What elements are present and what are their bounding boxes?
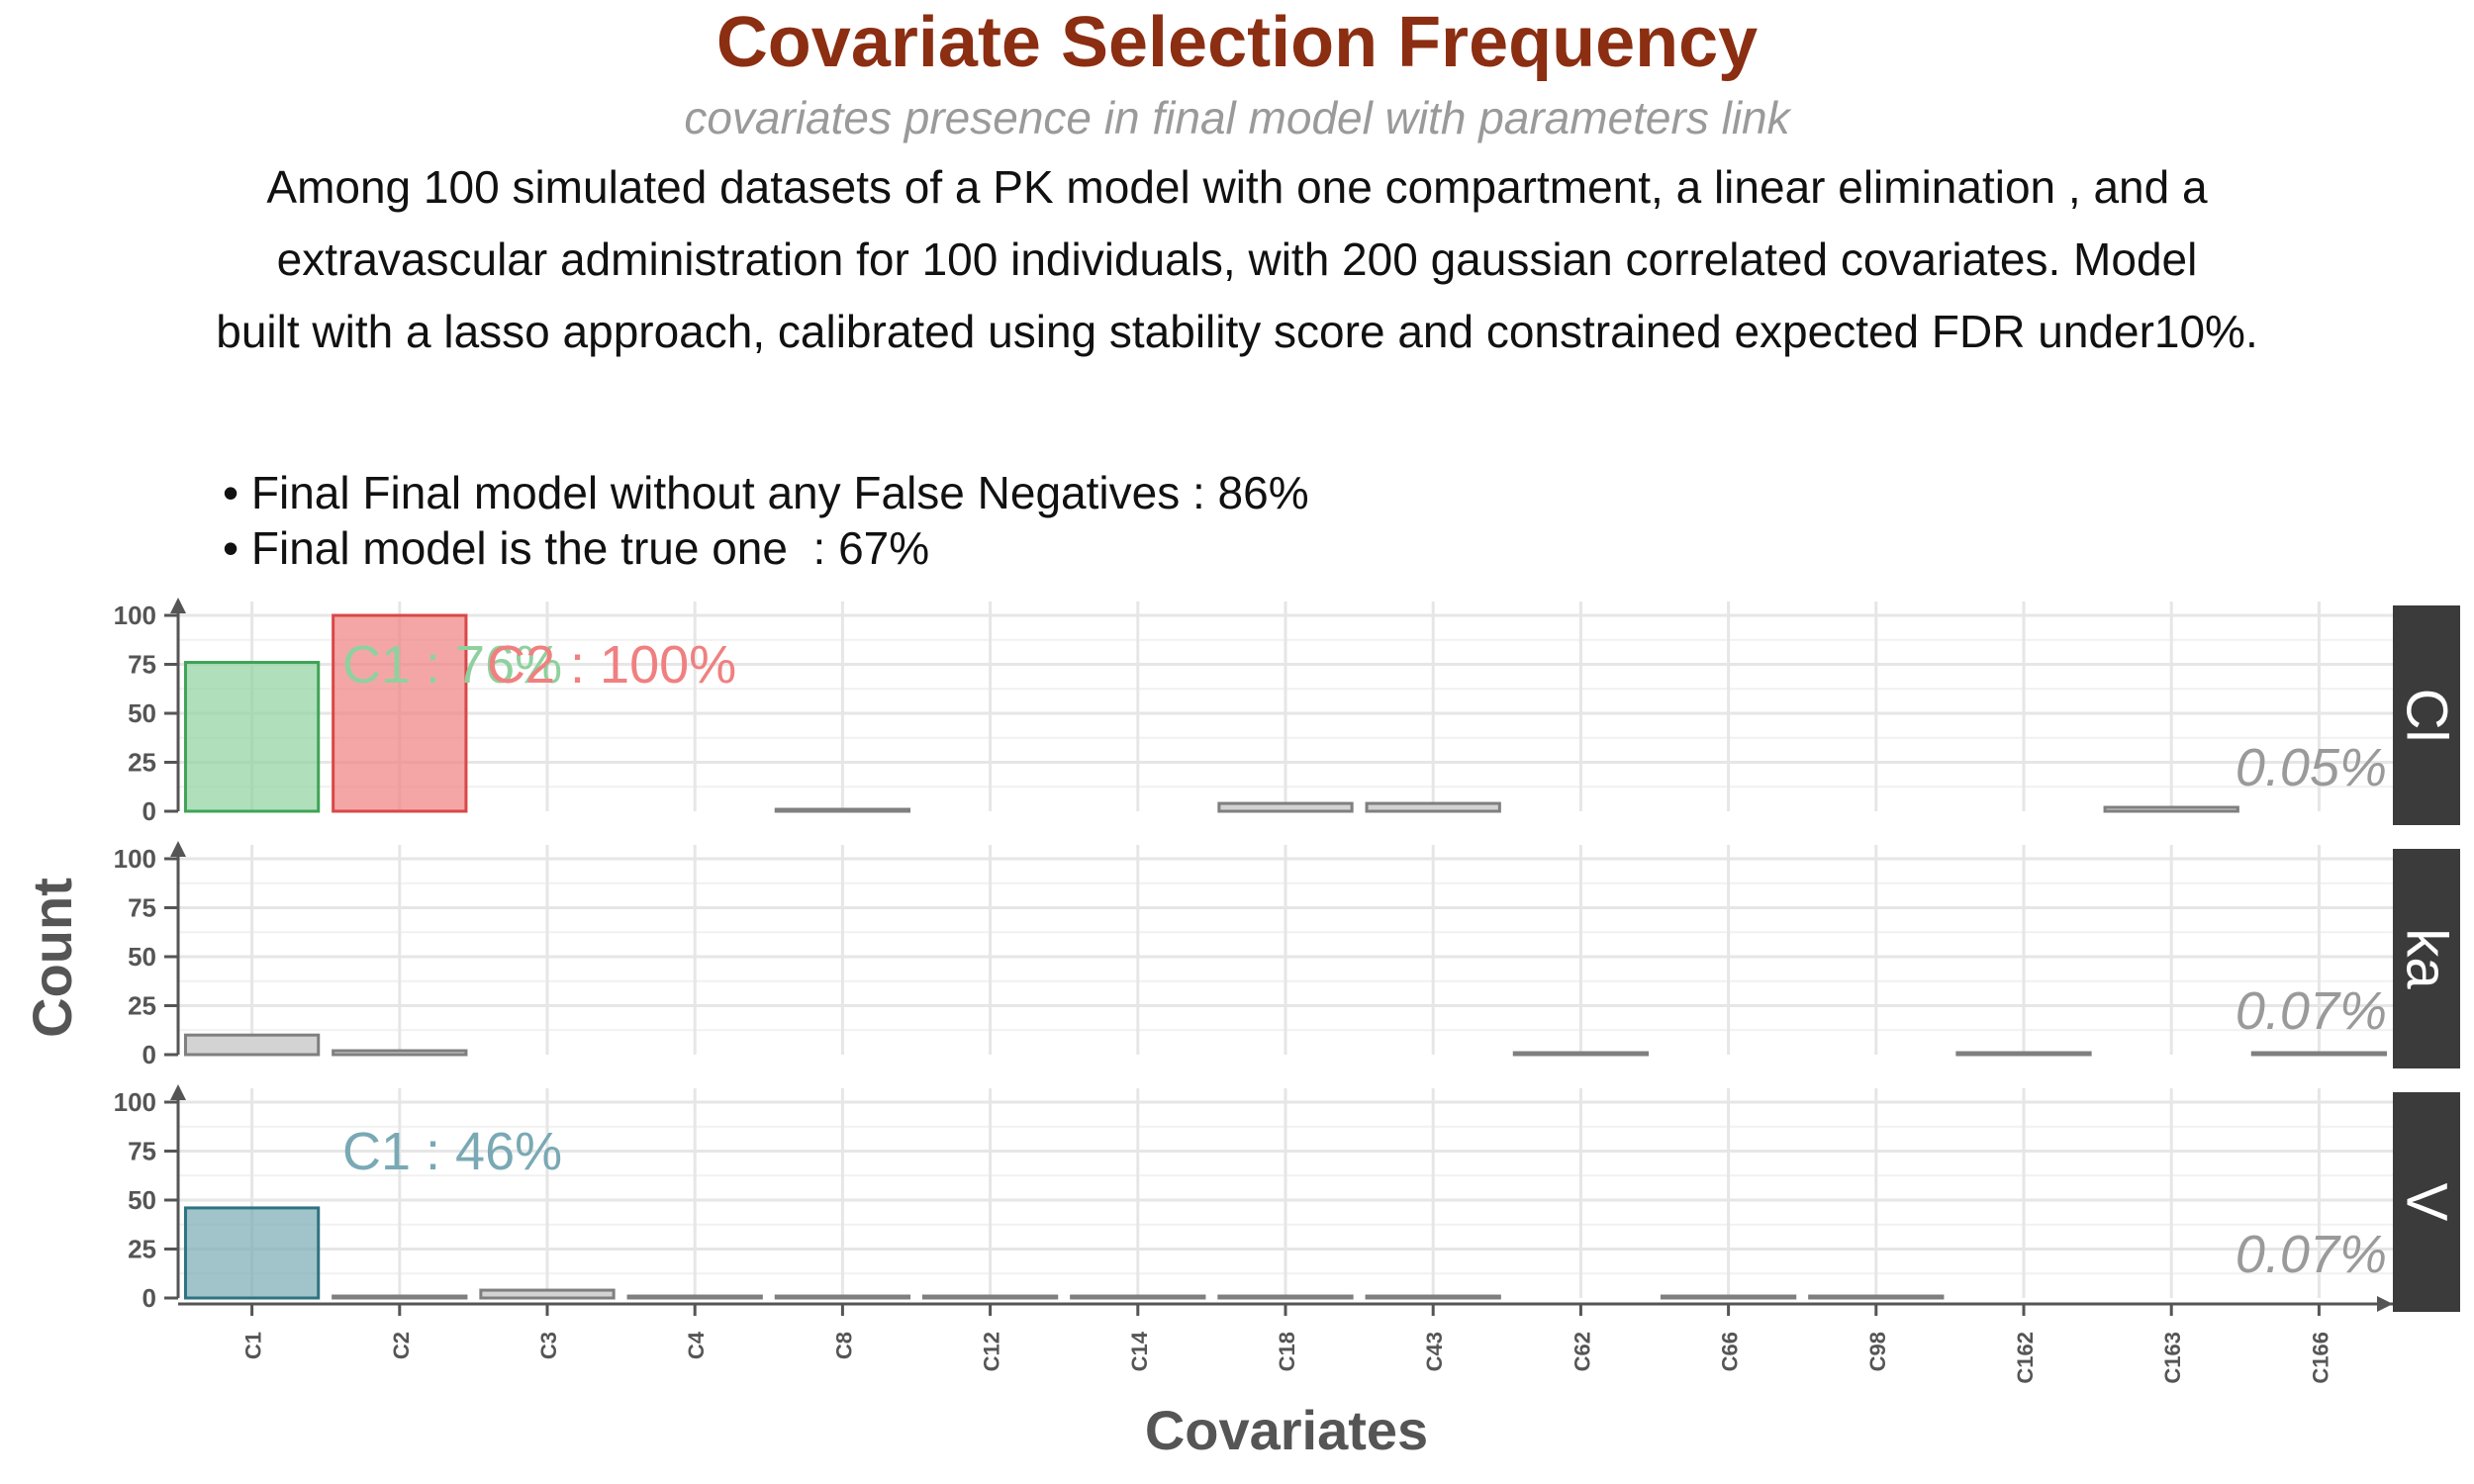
bullet-true-model: • Final model is the true one : 67% — [223, 522, 930, 574]
bar-V-C98 — [1808, 1294, 1945, 1300]
x-tick-label: C2 — [389, 1332, 414, 1359]
bar-annotation: C1 : 76% — [342, 635, 562, 695]
bar-V-C66 — [1660, 1294, 1797, 1300]
x-tick-label: C18 — [1275, 1332, 1299, 1371]
summary-bullets: • Final Final model without any False Ne… — [223, 465, 1309, 576]
y-tick-label: 50 — [128, 698, 156, 728]
facet-strip-V — [2393, 1092, 2460, 1312]
bullet-no-false-negatives: • Final Final model without any False Ne… — [223, 467, 1309, 518]
y-tick-label: 75 — [128, 1137, 156, 1166]
bar-Cl-C43 — [1365, 801, 1501, 813]
bar-Cl-C2 — [332, 613, 468, 813]
x-tick-label: C163 — [2160, 1332, 2185, 1384]
caption-line: extravascular administration for 100 ind… — [276, 233, 2198, 285]
chart-subtitle: covariates presence in final model with … — [684, 92, 1790, 143]
x-tick-label: C98 — [1865, 1332, 1890, 1371]
bar-V-C8 — [774, 1294, 911, 1300]
bar-ka-C1 — [183, 1033, 321, 1057]
x-tick-label: C8 — [831, 1332, 856, 1359]
y-tick-label: 100 — [114, 1087, 156, 1117]
chart-title: Covariate Selection Frequency — [715, 3, 1759, 82]
bar-V-C4 — [626, 1294, 763, 1300]
x-tick-label: C4 — [684, 1331, 709, 1359]
y-tick-label: 75 — [128, 893, 156, 923]
x-tick-label: C162 — [2013, 1332, 2038, 1384]
bar-V-C43 — [1365, 1294, 1501, 1300]
fdr-label: 0.07% — [2236, 981, 2387, 1041]
bar-annotation: C2 : 100% — [487, 635, 736, 695]
y-tick-label: 75 — [128, 650, 156, 680]
y-tick-label: 100 — [114, 844, 156, 874]
chart-caption: Among 100 simulated datasets of a PK mod… — [59, 151, 2415, 368]
bar-V-C18 — [1217, 1294, 1354, 1300]
y-tick-label: 25 — [128, 991, 156, 1021]
bar-Cl-C8 — [774, 807, 911, 813]
bar-annotation: C1 : 46% — [342, 1122, 562, 1181]
x-tick-label: C43 — [1422, 1332, 1447, 1371]
caption-line: Among 100 simulated datasets of a PK mod… — [266, 161, 2208, 213]
y-tick-label: 100 — [114, 601, 156, 630]
fdr-label: 0.05% — [2236, 738, 2387, 797]
bar-Cl-C18 — [1217, 801, 1354, 813]
bar-V-C14 — [1070, 1294, 1206, 1300]
bar-V-C2 — [332, 1294, 468, 1300]
bar-ka-C166 — [2250, 1051, 2388, 1057]
x-axis-title: Covariates — [1145, 1399, 1428, 1461]
facet-strip-Cl — [2393, 605, 2460, 825]
bar-Cl-C163 — [2103, 805, 2239, 813]
y-tick-label: 25 — [128, 1235, 156, 1264]
facet-strip-label: ka — [2395, 928, 2459, 989]
bar-V-C12 — [921, 1294, 1059, 1300]
x-tick-label: C3 — [536, 1332, 561, 1359]
y-tick-label: 0 — [143, 796, 156, 826]
x-tick-label: C12 — [980, 1332, 1004, 1371]
y-tick-label: 50 — [128, 1185, 156, 1215]
x-axis-arrow-icon — [2377, 1296, 2393, 1312]
y-axis-title: Count — [21, 878, 83, 1038]
x-tick-label: C1 — [241, 1332, 266, 1359]
x-tick-label: C166 — [2308, 1332, 2332, 1384]
facet-strip-label: V — [2395, 1183, 2459, 1222]
fdr-label: 0.07% — [2236, 1225, 2387, 1284]
facet-strip-label: Cl — [2395, 689, 2459, 743]
bar-V-C3 — [479, 1288, 616, 1300]
x-tick-label: C62 — [1570, 1332, 1594, 1371]
bar-ka-C62 — [1512, 1051, 1650, 1057]
bar-ka-C162 — [1955, 1051, 2092, 1057]
y-tick-label: 50 — [128, 942, 156, 972]
bar-V-C1 — [183, 1206, 321, 1300]
y-axis-arrow-icon — [170, 1084, 186, 1100]
caption-line: built with a lasso approach, calibrated … — [216, 306, 2258, 357]
bar-ka-C2 — [332, 1049, 468, 1057]
y-tick-label: 0 — [143, 1040, 156, 1069]
y-tick-label: 25 — [128, 748, 156, 778]
x-tick-label: C14 — [1127, 1331, 1152, 1371]
x-tick-label: C66 — [1718, 1332, 1743, 1371]
y-axis-arrow-icon — [170, 841, 186, 857]
facet-strip-ka — [2393, 849, 2460, 1068]
bar-Cl-C1 — [183, 661, 321, 813]
y-tick-label: 0 — [143, 1283, 156, 1313]
y-axis-arrow-icon — [170, 598, 186, 613]
